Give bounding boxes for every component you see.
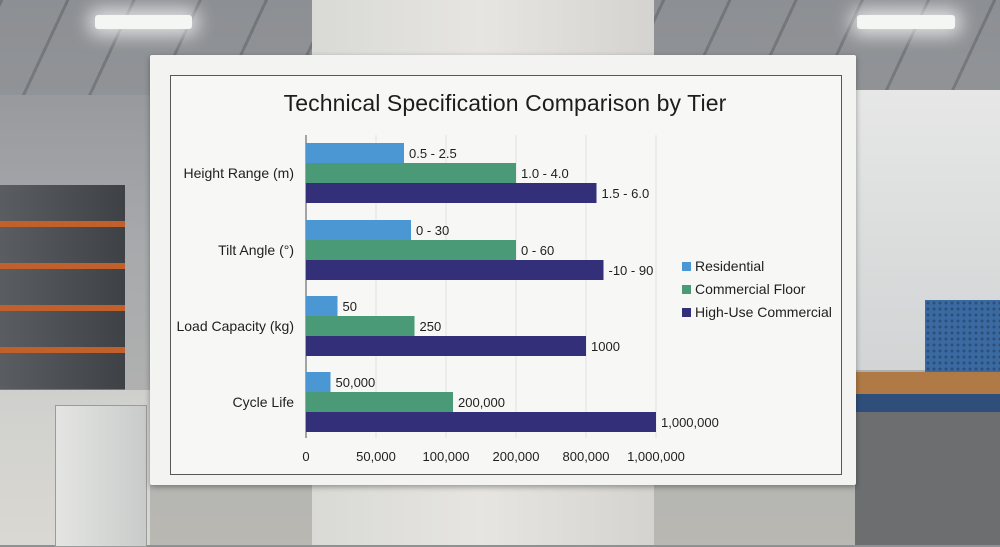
data-label: -10 - 90 [609,263,654,278]
x-tick-label: 1,000,000 [627,449,685,464]
storage-shelf [0,185,125,405]
bar [306,296,338,316]
ceiling-light [95,15,192,29]
x-tick-label: 50,000 [356,449,396,464]
legend-label: Residential [695,258,765,274]
legend-item-residential: Residential [682,255,832,277]
x-tick-label: 200,000 [493,449,540,464]
bar [306,183,597,203]
category-label: Cycle Life [233,394,295,410]
data-label: 1.0 - 4.0 [521,166,569,181]
data-label: 50 [343,299,357,314]
bar [306,143,404,163]
x-tick-label: 100,000 [423,449,470,464]
data-label: 0 - 60 [521,243,554,258]
ceiling-light [857,15,955,29]
data-label: 50,000 [336,375,376,390]
bar [306,220,411,240]
industrial-machine [55,405,147,547]
bar [306,412,656,432]
legend-item-commercial-floor: Commercial Floor [682,278,832,300]
bar [306,336,586,356]
category-label: Load Capacity (kg) [176,318,294,334]
bar [306,392,453,412]
bar [306,163,516,183]
data-label: 1,000,000 [661,415,719,430]
category-label: Tilt Angle (°) [218,242,294,258]
data-label: 250 [420,319,442,334]
bar [306,260,604,280]
workbench [855,372,1000,545]
legend-swatch [682,261,691,271]
legend-label: High-Use Commercial [695,304,832,320]
bar [306,316,415,336]
data-label: 0 - 30 [416,223,449,238]
chart-legend: Residential Commercial Floor High-Use Co… [682,255,832,324]
data-label: 200,000 [458,395,505,410]
data-label: 1.5 - 6.0 [602,186,650,201]
x-tick-label: 0 [302,449,309,464]
legend-label: Commercial Floor [695,281,806,297]
legend-swatch [682,307,691,317]
data-label: 0.5 - 2.5 [409,146,457,161]
legend-item-high-use-commercial: High-Use Commercial [682,301,832,323]
chart-title: Technical Specification Comparison by Ti… [283,90,727,116]
legend-swatch [682,284,691,294]
bar [306,240,516,260]
tool-pegboard [925,300,1000,380]
bar [306,372,331,392]
x-tick-label: 800,000 [563,449,610,464]
category-label: Height Range (m) [184,165,295,181]
data-label: 1000 [591,339,620,354]
